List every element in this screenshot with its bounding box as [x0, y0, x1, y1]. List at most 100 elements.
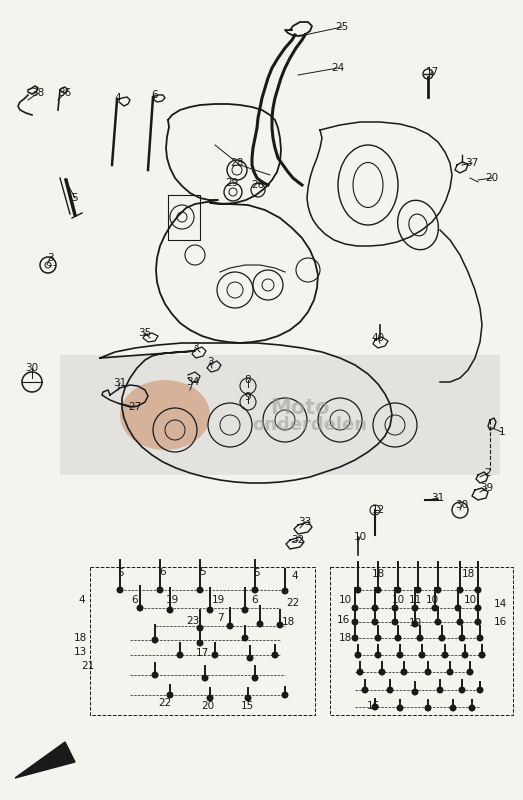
Circle shape — [197, 625, 203, 631]
Text: 5: 5 — [72, 193, 78, 203]
Text: 10: 10 — [425, 595, 439, 605]
Text: 24: 24 — [332, 63, 345, 73]
Circle shape — [447, 669, 453, 675]
Text: 18: 18 — [371, 569, 384, 579]
Text: 3: 3 — [47, 253, 53, 263]
Text: 18: 18 — [338, 633, 351, 643]
Text: 16: 16 — [367, 701, 380, 711]
Circle shape — [461, 651, 469, 658]
Circle shape — [394, 634, 402, 642]
Circle shape — [246, 654, 254, 662]
Circle shape — [459, 634, 465, 642]
Text: 21: 21 — [82, 661, 95, 671]
Text: 38: 38 — [31, 88, 44, 98]
Circle shape — [474, 605, 482, 611]
Text: 10: 10 — [408, 618, 422, 628]
Text: 30: 30 — [456, 500, 469, 510]
Circle shape — [374, 651, 381, 658]
Text: 36: 36 — [59, 88, 72, 98]
Circle shape — [117, 586, 123, 594]
Circle shape — [207, 606, 213, 614]
Text: 26: 26 — [252, 180, 265, 190]
Text: 16: 16 — [493, 617, 507, 627]
Circle shape — [277, 622, 283, 629]
Text: 19: 19 — [211, 595, 224, 605]
Circle shape — [371, 605, 379, 611]
Circle shape — [479, 651, 485, 658]
Circle shape — [386, 686, 393, 694]
Text: 10: 10 — [354, 532, 367, 542]
Circle shape — [437, 686, 444, 694]
Text: 3: 3 — [207, 357, 213, 367]
Text: 40: 40 — [371, 333, 384, 343]
Circle shape — [156, 586, 164, 594]
Circle shape — [166, 606, 174, 614]
Text: 10: 10 — [338, 595, 351, 605]
Circle shape — [244, 694, 252, 702]
Text: 31: 31 — [113, 378, 127, 388]
Text: 5: 5 — [254, 568, 260, 578]
Circle shape — [396, 705, 404, 711]
Text: 20: 20 — [201, 701, 214, 711]
Text: 29: 29 — [225, 178, 238, 188]
Circle shape — [197, 586, 203, 594]
Circle shape — [474, 586, 482, 594]
Text: 34: 34 — [186, 377, 200, 387]
Circle shape — [371, 618, 379, 626]
Text: 10: 10 — [463, 595, 476, 605]
Circle shape — [476, 634, 483, 642]
Circle shape — [457, 586, 463, 594]
Circle shape — [431, 605, 438, 611]
Circle shape — [476, 686, 483, 694]
Circle shape — [281, 691, 289, 698]
Circle shape — [137, 605, 143, 611]
Circle shape — [425, 705, 431, 711]
Text: 37: 37 — [465, 158, 479, 168]
Circle shape — [271, 651, 279, 658]
Circle shape — [449, 705, 457, 711]
Circle shape — [418, 651, 426, 658]
Text: 6: 6 — [152, 90, 158, 100]
Text: 5: 5 — [200, 567, 206, 577]
Circle shape — [457, 618, 463, 626]
Circle shape — [252, 586, 258, 594]
Polygon shape — [15, 742, 75, 778]
Ellipse shape — [120, 380, 210, 450]
Text: 11: 11 — [408, 595, 422, 605]
Circle shape — [242, 606, 248, 614]
FancyBboxPatch shape — [60, 355, 500, 475]
Text: 1: 1 — [499, 427, 505, 437]
Circle shape — [207, 694, 213, 702]
Circle shape — [351, 605, 358, 611]
Circle shape — [355, 651, 361, 658]
Text: 3: 3 — [192, 342, 198, 352]
Circle shape — [355, 586, 361, 594]
Text: 32: 32 — [291, 535, 304, 545]
Circle shape — [415, 586, 422, 594]
Circle shape — [371, 703, 379, 710]
Text: 17: 17 — [425, 67, 439, 77]
Circle shape — [454, 605, 461, 611]
Circle shape — [281, 587, 289, 594]
Text: 4: 4 — [115, 93, 121, 103]
Text: 25: 25 — [335, 22, 349, 32]
Circle shape — [438, 634, 446, 642]
Text: 18: 18 — [281, 617, 294, 627]
Circle shape — [374, 586, 381, 594]
Circle shape — [226, 622, 233, 630]
Circle shape — [459, 686, 465, 694]
Text: 31: 31 — [431, 493, 445, 503]
Text: 22: 22 — [287, 598, 300, 608]
Text: 6: 6 — [132, 595, 138, 605]
Circle shape — [252, 674, 258, 682]
Text: 17: 17 — [196, 648, 209, 658]
Circle shape — [242, 634, 248, 642]
Text: Moto: Moto — [270, 398, 329, 418]
Circle shape — [474, 618, 482, 626]
Circle shape — [152, 671, 158, 678]
Circle shape — [412, 605, 418, 611]
Circle shape — [211, 651, 219, 658]
Circle shape — [197, 639, 203, 646]
Text: onderdelen: onderdelen — [253, 416, 368, 434]
Text: 22: 22 — [158, 698, 172, 708]
